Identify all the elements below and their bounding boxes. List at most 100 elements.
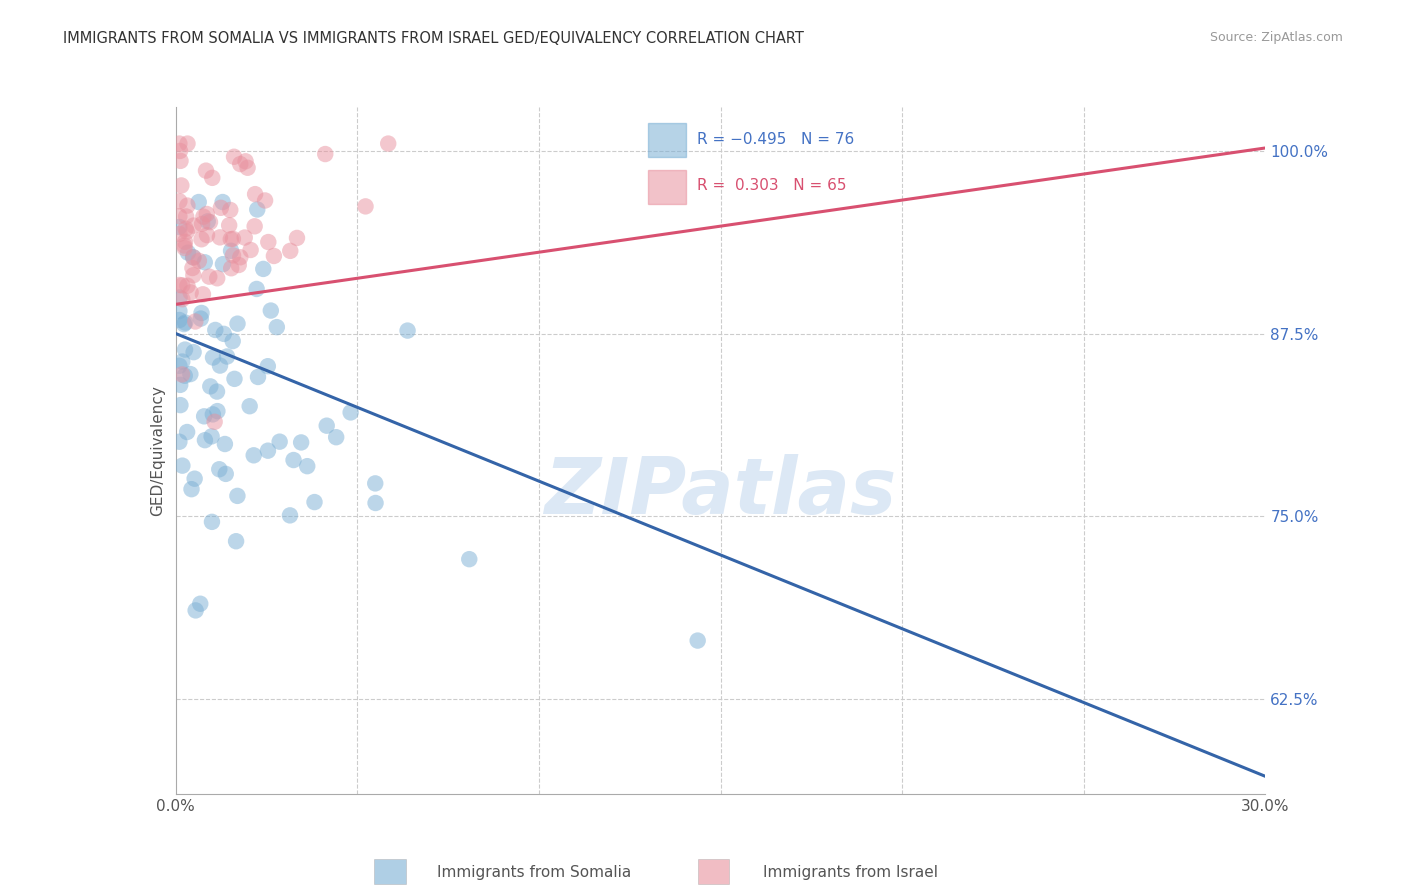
Point: [174, 343, 197, 357]
Point: [339, 405, 361, 419]
Point: [304, 495, 326, 509]
Point: [377, 136, 399, 151]
Point: [263, 249, 285, 263]
Point: [225, 534, 247, 549]
Point: [195, 228, 218, 243]
Point: [169, 136, 191, 151]
Point: [233, 230, 256, 244]
Point: [229, 250, 252, 264]
Point: [198, 269, 221, 284]
Point: [169, 194, 191, 209]
Point: [254, 194, 277, 208]
Point: [198, 215, 221, 229]
Point: [686, 633, 709, 648]
Point: [235, 154, 257, 169]
Point: [224, 372, 246, 386]
Point: [201, 515, 224, 529]
Point: [187, 194, 209, 209]
FancyBboxPatch shape: [648, 170, 686, 204]
Point: [191, 287, 214, 301]
Text: R = −0.495   N = 76: R = −0.495 N = 76: [697, 132, 855, 147]
Point: [208, 359, 231, 373]
Point: [212, 257, 235, 271]
Point: [183, 219, 205, 233]
Point: [172, 354, 194, 368]
Point: [174, 316, 197, 330]
Point: [176, 198, 198, 212]
Point: [278, 244, 301, 258]
Point: [169, 398, 191, 412]
Point: [219, 244, 242, 258]
Point: [239, 399, 262, 413]
Point: [200, 379, 222, 393]
Point: [169, 377, 191, 392]
Point: [219, 202, 242, 217]
Point: [208, 462, 231, 476]
Point: [188, 597, 211, 611]
Point: [197, 214, 219, 228]
Point: [364, 496, 387, 510]
Point: [246, 202, 269, 217]
Point: [315, 418, 337, 433]
Point: [204, 323, 226, 337]
Point: [202, 351, 225, 365]
Point: [257, 235, 280, 249]
Point: [222, 232, 245, 246]
Point: [184, 603, 207, 617]
Point: [183, 472, 205, 486]
Point: [269, 434, 291, 449]
Point: [169, 153, 191, 168]
Point: [209, 201, 232, 215]
Point: [169, 144, 191, 158]
Point: [169, 304, 191, 318]
Point: [174, 235, 197, 249]
Point: [193, 409, 215, 424]
Point: [184, 314, 207, 328]
Point: [205, 384, 228, 399]
Point: [260, 303, 283, 318]
Point: [239, 243, 262, 257]
Y-axis label: GED/Equivalency: GED/Equivalency: [149, 385, 165, 516]
Point: [243, 187, 266, 202]
Point: [325, 430, 347, 444]
Point: [201, 170, 224, 185]
FancyBboxPatch shape: [648, 123, 686, 157]
Point: [173, 368, 195, 383]
Point: [190, 306, 212, 320]
Point: [215, 350, 238, 364]
Point: [169, 434, 191, 449]
Point: [181, 260, 204, 275]
Point: [354, 199, 377, 213]
Point: [226, 489, 249, 503]
Point: [285, 231, 308, 245]
Point: [172, 292, 194, 306]
Text: Immigrants from Somalia: Immigrants from Somalia: [437, 865, 631, 880]
Point: [173, 241, 195, 255]
Point: [226, 317, 249, 331]
Point: [278, 508, 301, 523]
Point: [257, 443, 280, 458]
Point: [228, 258, 250, 272]
Point: [173, 238, 195, 252]
Point: [169, 209, 191, 223]
Point: [266, 320, 288, 334]
Point: [364, 476, 387, 491]
Point: [211, 194, 233, 209]
Point: [180, 285, 202, 300]
Point: [172, 278, 194, 293]
Point: [169, 359, 191, 373]
Point: [180, 482, 202, 496]
Point: [195, 163, 218, 178]
Point: [193, 210, 215, 224]
Point: [174, 210, 197, 224]
Point: [218, 219, 240, 233]
Point: [176, 425, 198, 439]
Point: [222, 334, 245, 348]
Point: [297, 459, 319, 474]
Point: [173, 317, 195, 331]
Point: [201, 429, 224, 443]
Point: [183, 345, 205, 359]
Point: [396, 324, 419, 338]
FancyBboxPatch shape: [374, 860, 406, 883]
Point: [222, 248, 245, 262]
